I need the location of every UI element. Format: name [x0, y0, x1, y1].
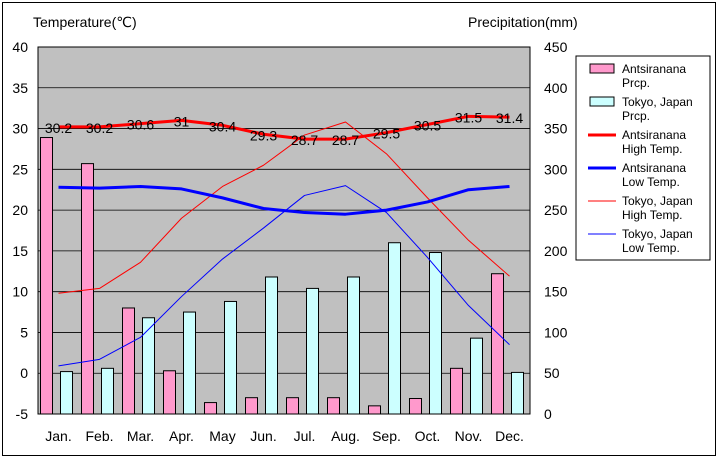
- bar: [60, 371, 73, 415]
- left-tick-label: 0: [20, 365, 28, 381]
- right-tick-label: 150: [544, 284, 568, 300]
- right-tick-label: 450: [544, 39, 568, 55]
- bar: [409, 398, 422, 415]
- left-axis-title: Temperature(℃): [33, 14, 137, 30]
- data-label: 29.3: [250, 127, 277, 143]
- series-line: [58, 121, 510, 294]
- bar: [245, 397, 258, 415]
- x-tick-label: Jul.: [294, 428, 316, 444]
- x-tick-label: Apr.: [169, 428, 194, 444]
- data-label: 30.5: [414, 117, 441, 133]
- plot-area: [37, 46, 531, 415]
- data-label: 31.5: [455, 109, 482, 125]
- legend-swatch: [589, 63, 615, 74]
- data-label: 31.4: [496, 110, 523, 126]
- right-tick-label: 350: [544, 121, 568, 137]
- left-tick-label: 20: [12, 202, 28, 218]
- legend-label: High Temp.: [622, 208, 682, 222]
- bar: [122, 307, 135, 415]
- bar: [183, 311, 196, 415]
- left-tick-label: 30: [12, 121, 28, 137]
- right-tick-label: 200: [544, 243, 568, 259]
- x-tick-label: Jan.: [45, 428, 71, 444]
- x-tick-label: May: [209, 428, 235, 444]
- x-tick-label: Mar.: [127, 428, 154, 444]
- legend-label: Low Temp.: [622, 175, 680, 189]
- x-tick-label: Oct.: [415, 428, 441, 444]
- bar: [265, 276, 278, 415]
- bar: [40, 137, 53, 415]
- data-label: 28.7: [332, 132, 359, 148]
- legend-label: Antsiranana: [622, 161, 686, 175]
- legend-label: Prcp.: [622, 76, 650, 90]
- bar: [327, 397, 340, 415]
- x-tick-label: Feb.: [85, 428, 113, 444]
- bar: [491, 273, 504, 415]
- bar: [101, 367, 114, 415]
- series-line: [58, 114, 510, 141]
- series-line: [58, 184, 510, 216]
- legend-swatch: [589, 96, 615, 107]
- legend-label: Low Temp.: [622, 241, 680, 255]
- left-tick-label: 10: [12, 284, 28, 300]
- left-tick-label: 5: [20, 324, 28, 340]
- x-tick-label: Jun.: [250, 428, 276, 444]
- right-tick-label: 100: [544, 324, 568, 340]
- x-tick-label: Dec.: [495, 428, 524, 444]
- left-tick-label: 35: [12, 80, 28, 96]
- legend-label: Tokyo, Japan: [622, 227, 693, 241]
- x-tick-label: Nov.: [455, 428, 483, 444]
- legend-label: Tokyo, Japan: [622, 95, 693, 109]
- chart-frame: [2, 2, 716, 456]
- bar: [81, 163, 94, 415]
- bar: [388, 242, 401, 415]
- bar: [347, 276, 360, 415]
- bar: [224, 300, 237, 415]
- bar: [511, 371, 524, 415]
- data-label: 30.4: [209, 118, 236, 134]
- legend-label: Prcp.: [622, 109, 650, 123]
- legend-label: Tokyo, Japan: [622, 194, 693, 208]
- left-tick-label: -5: [16, 406, 29, 422]
- bar: [368, 405, 381, 415]
- data-label: 29.5: [373, 126, 400, 142]
- left-tick-label: 25: [12, 161, 28, 177]
- data-label: 28.7: [291, 132, 318, 148]
- bar: [306, 287, 319, 415]
- legend-label: Antsiranana: [622, 128, 686, 142]
- left-tick-label: 15: [12, 243, 28, 259]
- bar: [450, 367, 463, 415]
- bar: [204, 402, 217, 415]
- data-label: 31: [174, 113, 190, 129]
- right-tick-label: 250: [544, 202, 568, 218]
- right-tick-label: 400: [544, 80, 568, 96]
- data-label: 30.2: [86, 120, 113, 136]
- bar: [142, 317, 155, 415]
- bar: [429, 252, 442, 415]
- bar: [470, 337, 483, 415]
- x-tick-label: Aug.: [331, 428, 360, 444]
- legend-label: High Temp.: [622, 142, 682, 156]
- data-label: 30.6: [127, 117, 154, 133]
- legend-box: [575, 55, 711, 261]
- bar: [286, 397, 299, 415]
- data-label: 30.2: [45, 120, 72, 136]
- right-tick-label: 50: [544, 365, 560, 381]
- left-tick-label: 40: [12, 39, 28, 55]
- right-tick-label: 0: [544, 406, 552, 422]
- right-axis-title: Precipitation(mm): [468, 14, 578, 30]
- legend-label: Antsiranana: [622, 62, 686, 76]
- bar: [163, 370, 176, 415]
- x-tick-label: Sep.: [372, 428, 401, 444]
- right-tick-label: 300: [544, 161, 568, 177]
